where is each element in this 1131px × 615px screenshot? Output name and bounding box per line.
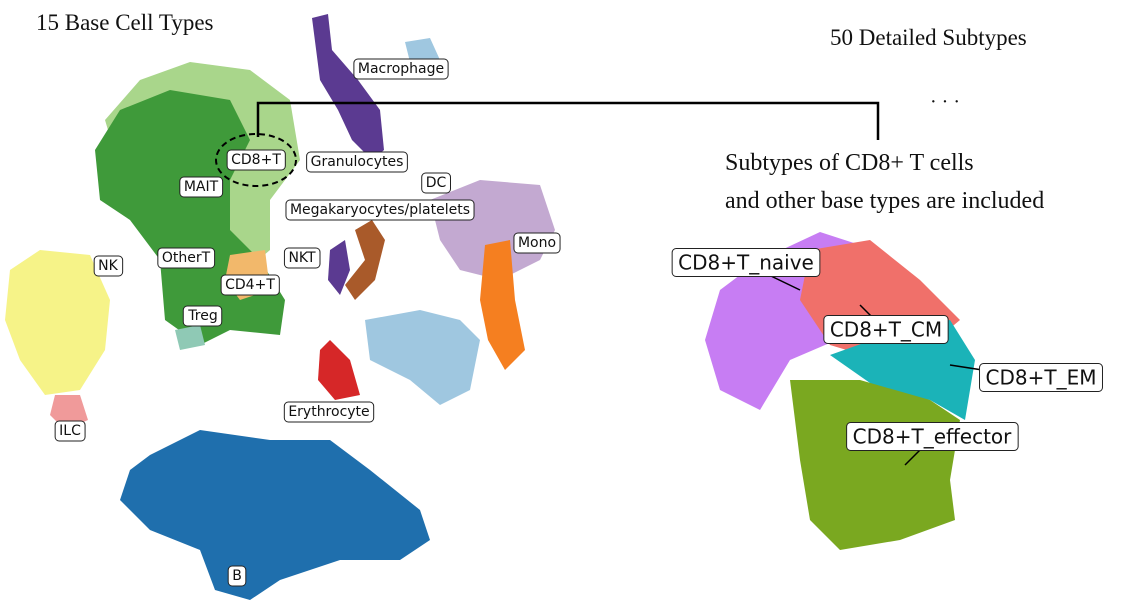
label-box	[283, 401, 375, 423]
cluster-nk	[5, 250, 110, 395]
ellipsis: · · ·	[930, 91, 960, 113]
cluster-label: CD4+T	[225, 277, 275, 293]
cluster-label: Megakaryocytes/platelets	[290, 202, 470, 218]
label-box	[157, 247, 216, 269]
cluster-em	[830, 320, 975, 420]
cluster-treg	[175, 325, 205, 350]
cluster-label: CD8+T_effector	[853, 425, 1013, 449]
cluster-label: NKT	[288, 250, 316, 266]
cluster-macrophage	[312, 14, 384, 160]
cluster-label: B	[232, 568, 242, 584]
label-box	[671, 248, 821, 277]
label-box	[227, 565, 247, 587]
caption-line: Subtypes of CD8+ T cells	[725, 150, 974, 176]
cluster-label: Macrophage	[358, 61, 444, 77]
cluster-label: CD8+T_EM	[986, 366, 1097, 390]
left-title: 15 Base Cell Types	[36, 10, 214, 35]
cluster-label: Mono	[518, 235, 556, 251]
cluster-label: ILC	[59, 423, 81, 439]
label-box	[226, 149, 286, 171]
label-box	[823, 315, 949, 344]
cluster-lightblue	[365, 310, 480, 405]
cluster-mega	[345, 220, 385, 300]
cluster-label: NK	[98, 258, 118, 274]
highlight-ellipse	[215, 133, 297, 187]
label-box	[513, 232, 561, 254]
cluster-b	[120, 430, 430, 600]
cluster-erythrocyte	[318, 340, 360, 400]
label-box	[421, 172, 451, 194]
cluster-effector	[790, 380, 960, 550]
label-box	[306, 151, 408, 173]
label-box	[220, 274, 280, 296]
right-title: 50 Detailed Subtypes	[830, 25, 1027, 50]
label-box	[182, 305, 223, 327]
cluster-label: DC	[426, 175, 447, 191]
cluster-label: CD8+T_naive	[678, 251, 814, 275]
cluster-label: CD8+T_CM	[830, 318, 942, 342]
cluster-label: CD8+T	[231, 152, 281, 168]
label-box	[353, 58, 449, 80]
cluster-mono	[480, 240, 525, 370]
label-box	[285, 199, 475, 221]
cluster-label: MAIT	[184, 179, 219, 195]
label-box	[54, 420, 86, 442]
right-embedding	[705, 232, 975, 550]
label-box	[283, 247, 321, 269]
caption-line: and other base types are included	[725, 188, 1044, 214]
cluster-nkt	[328, 240, 350, 295]
cluster-label: Treg	[187, 308, 217, 324]
cluster-label: Erythrocyte	[288, 404, 369, 420]
label-box	[979, 363, 1103, 392]
label-box	[846, 422, 1019, 451]
labels: Macrophage CD8+T Granulocytes MAIT DC Megakar…	[54, 58, 1103, 587]
label-box	[93, 255, 124, 277]
cluster-label: Granulocytes	[311, 154, 404, 170]
bracket	[256, 101, 880, 140]
cluster-label: OtherT	[162, 250, 211, 266]
label-box	[179, 176, 224, 198]
